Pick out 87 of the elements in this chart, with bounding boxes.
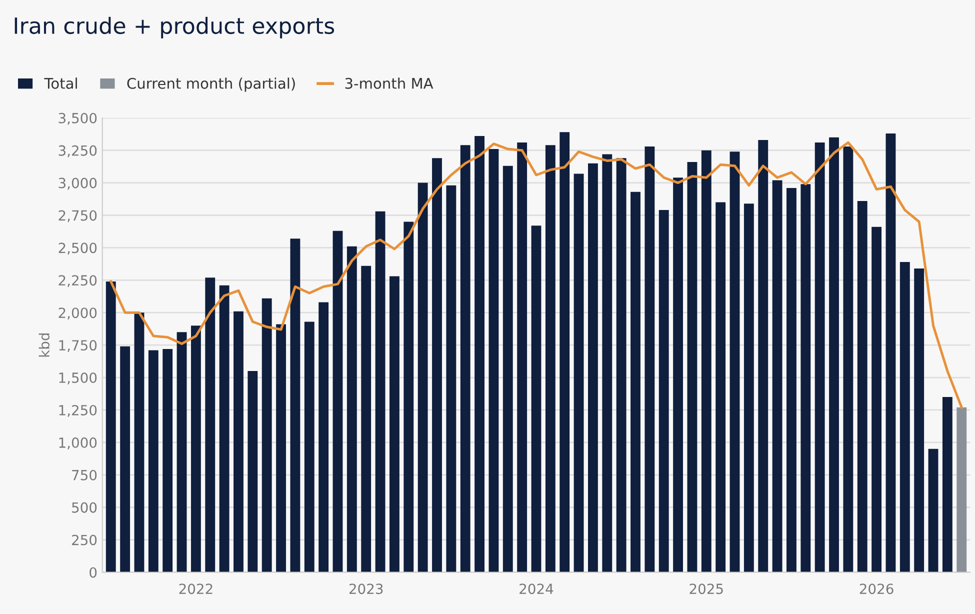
line-series <box>110 141 963 409</box>
bar <box>574 174 584 572</box>
y-tick-label: 2,250 <box>58 275 97 288</box>
bar <box>390 276 400 572</box>
y-tick-label: 3,000 <box>58 178 97 190</box>
bar <box>134 312 144 572</box>
bar <box>758 140 768 572</box>
bar <box>545 145 556 572</box>
y-tick-label: 1,750 <box>59 340 97 352</box>
y-tick-label: 1,000 <box>59 437 97 450</box>
x-tick-label: 2022 <box>179 584 212 594</box>
bar <box>914 268 924 572</box>
bar <box>205 278 216 572</box>
bar <box>857 200 868 572</box>
y-tick-label: 2,750 <box>58 210 97 222</box>
legend-label: Total <box>44 78 77 89</box>
bar <box>616 158 626 572</box>
bar <box>190 326 201 572</box>
bar <box>502 166 513 572</box>
bar <box>872 226 882 572</box>
bar <box>290 238 300 572</box>
bar <box>900 262 910 572</box>
bar <box>375 211 386 572</box>
bar <box>602 154 612 572</box>
bar <box>361 266 372 572</box>
bar <box>446 185 456 572</box>
y-tick-label: 2,000 <box>58 308 97 320</box>
y-tick-label: 1,500 <box>59 372 97 384</box>
bar <box>786 188 796 572</box>
bar <box>701 150 712 572</box>
bar <box>120 346 130 572</box>
bar <box>106 281 116 572</box>
y-tick-label: 250 <box>72 534 97 546</box>
y-axis-title: kbd <box>38 333 50 357</box>
bar <box>304 322 314 572</box>
bar <box>517 142 528 572</box>
bar <box>730 152 740 572</box>
bar <box>716 202 726 572</box>
bar <box>248 371 258 572</box>
bar <box>531 226 542 572</box>
bar <box>262 298 272 572</box>
bar <box>162 348 173 572</box>
y-tick-label: 2,500 <box>58 242 97 255</box>
bar <box>219 285 230 572</box>
legend-label: 3-month MA <box>345 78 434 89</box>
bar <box>276 324 286 572</box>
legend-label: Current month (partial) <box>127 78 295 92</box>
bar <box>829 137 839 572</box>
bar <box>432 158 442 572</box>
bar <box>404 222 414 572</box>
bar <box>673 178 683 572</box>
y-tick-label: 3,250 <box>58 145 97 158</box>
y-tick-label: 0 <box>90 567 97 578</box>
bar <box>460 145 470 572</box>
bar <box>800 184 811 572</box>
bar <box>687 162 698 572</box>
bar <box>488 149 499 572</box>
bar <box>234 311 244 572</box>
bar <box>658 210 669 572</box>
bar <box>644 146 655 572</box>
bar <box>560 132 570 572</box>
y-tick-label: 500 <box>72 502 97 513</box>
bar <box>176 332 187 572</box>
bar <box>956 407 967 572</box>
bar <box>843 146 854 572</box>
bar <box>814 142 825 572</box>
bar <box>418 182 428 572</box>
y-tick-label: 750 <box>72 470 97 480</box>
bar <box>630 192 640 572</box>
bar <box>928 448 938 572</box>
bar <box>772 180 782 572</box>
bar <box>474 136 484 572</box>
bar <box>332 230 343 572</box>
bar <box>744 204 754 572</box>
bar <box>318 302 329 572</box>
x-tick-label: 2023 <box>349 584 383 594</box>
x-tick-label: 2026 <box>860 584 894 594</box>
bar <box>346 246 357 572</box>
bar <box>886 133 896 572</box>
x-tick-label: 2024 <box>520 584 554 594</box>
bar <box>148 350 158 572</box>
y-tick-label: 1,250 <box>59 404 97 417</box>
bar <box>942 396 952 572</box>
y-tick-label: 3,500 <box>58 112 97 125</box>
bar <box>588 163 598 572</box>
chart-title: Iran crude + product exports <box>14 16 334 38</box>
x-tick-label: 2025 <box>690 584 723 594</box>
